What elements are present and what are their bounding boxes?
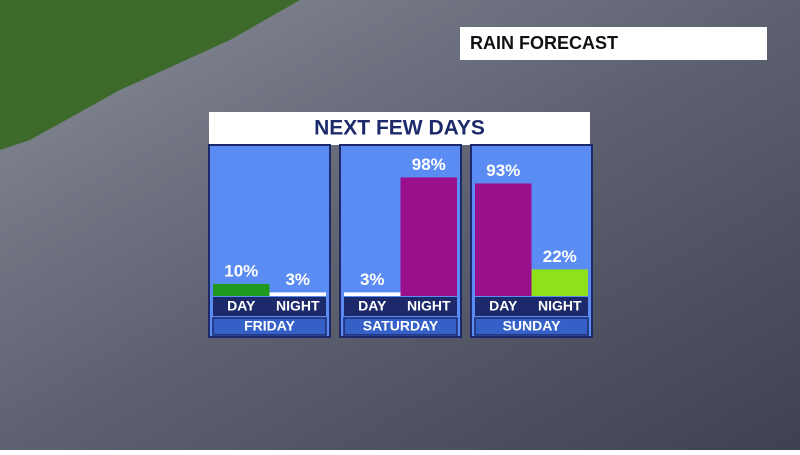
bar <box>475 183 532 296</box>
chart-title: NEXT FEW DAYS <box>314 117 485 140</box>
category-box <box>475 297 532 316</box>
value-label: 3% <box>285 270 310 289</box>
group-box <box>212 317 327 336</box>
category-box <box>400 297 457 316</box>
bar <box>344 292 401 296</box>
value-label: 93% <box>486 161 520 180</box>
group-box <box>474 317 589 336</box>
value-label: 98% <box>412 155 446 174</box>
badge: RAIN FORECAST <box>470 33 618 53</box>
category-label: NIGHT <box>276 298 320 314</box>
bar <box>213 283 270 296</box>
group-box <box>343 317 458 336</box>
category-label: NIGHT <box>407 298 451 314</box>
value-label: 22% <box>543 247 577 266</box>
title-box <box>209 112 590 145</box>
group-label: FRIDAY <box>244 318 295 334</box>
category-box <box>531 297 588 316</box>
category-label: DAY <box>227 298 256 314</box>
category-label: NIGHT <box>538 298 582 314</box>
bar <box>269 292 326 296</box>
category-box <box>269 297 326 316</box>
grass <box>0 0 300 150</box>
category-box <box>344 297 401 316</box>
value-label: 10% <box>224 261 258 280</box>
category-label: DAY <box>489 298 518 314</box>
category-box <box>213 297 270 316</box>
category-label: DAY <box>358 298 387 314</box>
bar <box>400 177 457 296</box>
value-label: 3% <box>360 270 385 289</box>
badge-box <box>460 27 767 60</box>
group-label: SATURDAY <box>363 318 439 334</box>
bar <box>531 269 588 296</box>
group-label: SUNDAY <box>503 318 561 334</box>
